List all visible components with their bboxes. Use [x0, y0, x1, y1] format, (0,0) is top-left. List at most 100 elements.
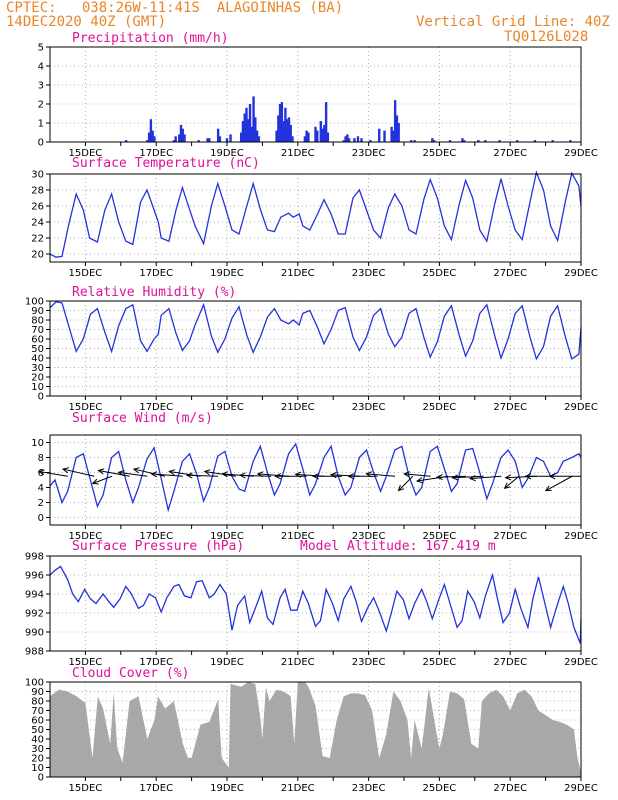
- press-frame: [49, 555, 582, 652]
- cloud-xtick-label-0: 15DEC: [69, 783, 103, 794]
- wind-title: Surface Wind (m/s): [72, 411, 213, 426]
- rh-xtick-label-0: 15DEC: [69, 402, 103, 413]
- wind-xtick-label-7: 29DEC: [564, 531, 598, 542]
- precip-bar-43: [314, 126, 317, 142]
- wind-arrow-shaft-0: [38, 470, 68, 477]
- cloud-area: [50, 682, 581, 777]
- precip-bar-57: [369, 140, 372, 142]
- cloud-xtick-label-6: 27DEC: [493, 783, 527, 794]
- precip-ytick-label-1: 1: [38, 119, 44, 130]
- wind-xtick-label-0: 15DEC: [69, 531, 103, 542]
- wind-arrow-head-22: [435, 473, 443, 481]
- cloud-xtick-label-5: 25DEC: [423, 783, 457, 794]
- rh-ytick-label-8: 80: [31, 316, 44, 327]
- wind-arrow-shaft-6: [151, 473, 183, 477]
- precip-bar-78: [569, 140, 572, 142]
- temp-xtick-label-4: 23DEC: [352, 268, 386, 279]
- precip-bar-11: [183, 134, 186, 142]
- cloud-ytick-label-0: 0: [38, 773, 44, 784]
- temp-xtick-label-5: 25DEC: [423, 268, 457, 279]
- temp-xtick-label-1: 17DEC: [139, 268, 173, 279]
- wind-arrow-2: [91, 475, 113, 485]
- wind-xtick-label-6: 27DEC: [493, 531, 527, 542]
- precip-ytick-label-5: 5: [38, 43, 44, 54]
- wind-ytick-label-3: 6: [38, 468, 44, 479]
- wind-panel: [37, 434, 582, 529]
- precip-bar-77: [551, 140, 554, 142]
- wind-arrow-head-28: [544, 485, 552, 492]
- rh-xtick-label-3: 21DEC: [281, 402, 315, 413]
- cloud-xtick-label-7: 29DEC: [564, 783, 598, 794]
- precip-bar-67: [431, 138, 434, 142]
- precip-bar-6: [172, 140, 176, 142]
- precip-ytick-label-4: 4: [38, 62, 44, 73]
- wind-arrow-head-3: [97, 468, 105, 475]
- temp-xtick-label-7: 29DEC: [564, 268, 598, 279]
- rh-xtick-label-2: 19DEC: [210, 402, 244, 413]
- precip-bar-56: [360, 138, 363, 142]
- wind-arrow-25: [503, 475, 520, 490]
- precip-bar-13: [206, 138, 209, 142]
- wind-xtick-label-5: 25DEC: [423, 531, 457, 542]
- wind-arrow-shaft-8: [186, 474, 219, 477]
- rh-ytick-label-2: 20: [31, 373, 44, 384]
- temp-xtick-label-6: 27DEC: [493, 268, 527, 279]
- wind-arrow-head-1: [61, 467, 70, 474]
- temp-line: [49, 170, 582, 258]
- wind-arrow-28: [544, 475, 573, 492]
- wind-arrow-head-8: [185, 472, 193, 479]
- precip-bar-21: [243, 113, 246, 142]
- cloud-ytick-label-8: 80: [31, 697, 44, 708]
- precip-bar-46: [321, 128, 324, 142]
- rh-xtick-label-1: 17DEC: [139, 402, 173, 413]
- wind-arrow-17: [347, 473, 378, 480]
- wind-arrow-29: [548, 473, 581, 480]
- press-plot-area: [50, 556, 581, 651]
- temp-ytick-label-0: 20: [31, 250, 44, 261]
- precip-bar-16: [218, 136, 222, 142]
- precip-bar-18: [229, 134, 232, 142]
- wind-arrow-head-6: [150, 471, 158, 478]
- press-ytick-label-0: 988: [25, 647, 44, 658]
- cloud-ytick-label-9: 90: [31, 687, 44, 698]
- rh-ytick-label-10: 100: [25, 297, 44, 308]
- precip-ytick-label-0: 0: [38, 138, 44, 149]
- wind-arrow-shaft-24: [470, 475, 502, 480]
- rh-xtick-label-4: 23DEC: [352, 402, 386, 413]
- wind-arrow-head-9: [203, 469, 211, 476]
- press-ytick-label-5: 998: [25, 552, 44, 563]
- wind-arrow-head-29: [548, 473, 556, 480]
- precip-bar-69: [448, 140, 452, 142]
- wind-arrow-22: [435, 473, 466, 481]
- wind-frame: [49, 434, 582, 526]
- wind-ytick-label-4: 8: [38, 453, 44, 464]
- precip-bar-23: [247, 119, 250, 142]
- wind-arrow-shaft-23: [452, 475, 484, 479]
- wind-arrow-shaft-1: [62, 468, 95, 477]
- precip-bar-59: [383, 130, 386, 142]
- temp-ytick-label-1: 22: [31, 234, 44, 245]
- precip-bar-7: [174, 136, 177, 142]
- press-line: [49, 565, 582, 644]
- press-xtick-label-0: 15DEC: [69, 657, 103, 668]
- cloud-ytick-label-3: 30: [31, 744, 44, 755]
- precip-bar-10: [181, 128, 184, 142]
- precip-title: Precipitation (mm/h): [72, 31, 229, 46]
- precip-bar-49: [326, 132, 330, 142]
- wind-arrow-head-14: [294, 471, 302, 478]
- cloud-panel: [46, 681, 582, 781]
- wind-arrow-5: [132, 467, 166, 477]
- wind-xtick-label-3: 21DEC: [281, 531, 315, 542]
- precip-bar-55: [356, 136, 360, 142]
- press-xtick-label-3: 21DEC: [281, 657, 315, 668]
- rh-xtick-label-7: 29DEC: [564, 402, 598, 413]
- wind-arrow-head-7: [168, 469, 176, 476]
- temp-ytick-label-4: 28: [31, 186, 44, 197]
- precip-bar-20: [241, 121, 245, 142]
- wind-arrow-head-27: [524, 473, 532, 480]
- press-xtick-label-6: 27DEC: [493, 657, 527, 668]
- temp-ytick-label-3: 26: [31, 202, 44, 213]
- wind-arrow-4: [117, 470, 148, 477]
- precip-xtick-label-6: 27DEC: [493, 148, 527, 159]
- cloud-ytick-label-4: 40: [31, 735, 44, 746]
